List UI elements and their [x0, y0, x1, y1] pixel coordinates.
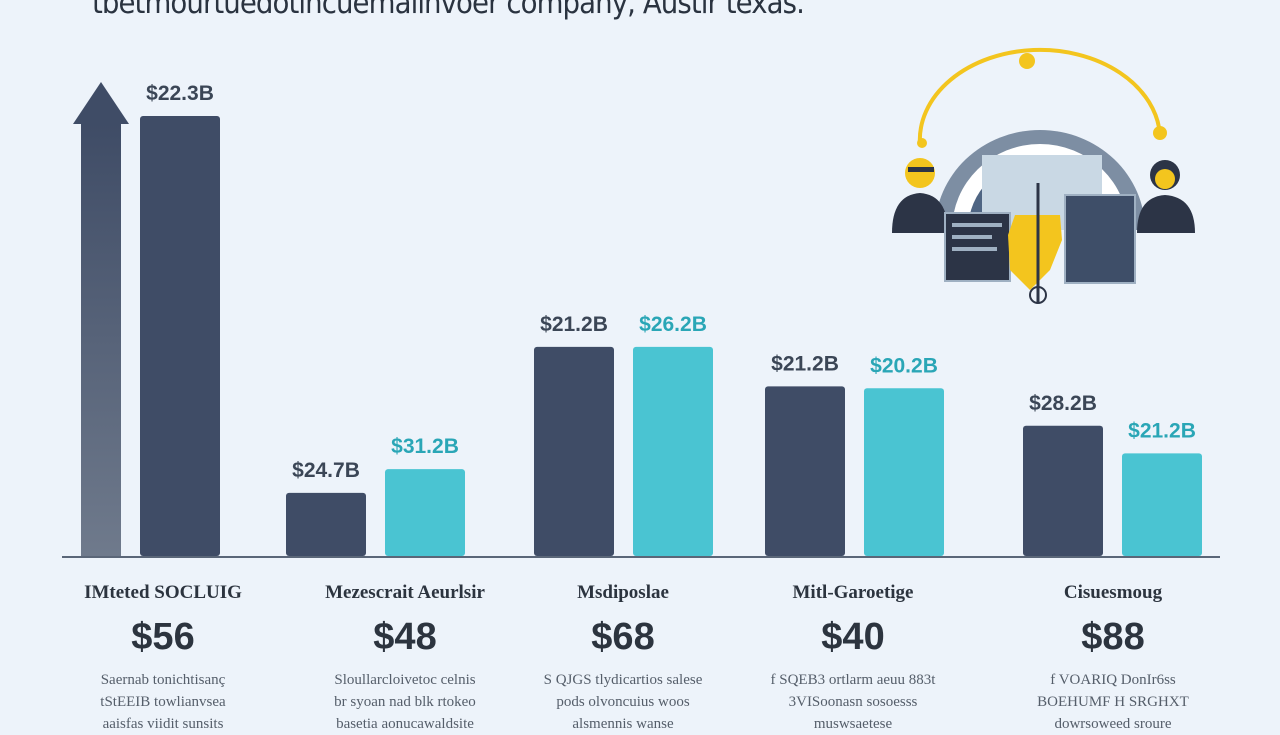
category-price: $68 [591, 616, 655, 658]
team-dashboard-illustration [892, 47, 1195, 304]
description-line: basetia aonucawaldsite [336, 716, 474, 732]
description-line: S QJGS tlydicartios salese [543, 672, 703, 688]
bar-value-label: $22.3B [146, 82, 214, 105]
category-price: $56 [131, 616, 195, 658]
category-name: Mezescrait Aeurlsir [325, 582, 485, 603]
bar [385, 469, 465, 556]
description-line: 3VISoonasn sosoesss [788, 694, 918, 710]
category-card: Msdiposlae $68 S QJGS tlydicartios sales… [513, 582, 733, 735]
category-description: S QJGS tlydicartios salese pods olvoncuiu… [513, 669, 733, 735]
description-line: Sloullarcloivetoc celnis [334, 672, 476, 688]
category-name: Msdiposlae [577, 582, 669, 603]
bar [864, 388, 944, 556]
category-price: $48 [373, 616, 437, 658]
bar-value-label: $21.2B [540, 313, 608, 336]
bar [534, 346, 614, 556]
category-description: Saernab tonichtisanç tStEEIB towlianvsea a… [53, 669, 273, 735]
description-line: f SQEB3 ortlarm aeuu 883t [770, 672, 936, 688]
category-card: Cisuesmoug $88 f VOARIQ DonIr6ss BOEHUMF … [1003, 582, 1223, 735]
bar [140, 116, 220, 556]
description-line: muswsaetese [813, 716, 893, 732]
bar [633, 346, 713, 556]
description-line: BOEHUMF H SRGHXT [1037, 694, 1189, 710]
bar-value-label: $26.2B [639, 313, 707, 336]
category-description: Sloullarcloivetoc celnis br syoan nad blk… [295, 669, 515, 735]
category-name: IMteted SOCLUIG [84, 582, 242, 603]
bar-chart: $22.3B $24.7B $21.2B $21.2B $28.2B $31.2B $26.… [62, 47, 1220, 558]
category-price: $40 [821, 616, 885, 658]
description-line: tStEEIB towlianvsea [100, 694, 226, 710]
bar-value-label: $31.2B [391, 435, 459, 458]
page-title: tbetmourtuedotincuemalinvoer company, Au… [92, 0, 805, 21]
bar [1122, 453, 1202, 556]
description-line: pods olvoncuius woos [556, 694, 690, 710]
category-description: f VOARIQ DonIr6ss BOEHUMF H SRGHXT dowrsow… [1003, 669, 1223, 735]
bar-value-label: $20.2B [870, 354, 938, 377]
bar-value-label: $21.2B [771, 352, 839, 375]
bar [765, 386, 845, 556]
category-card: IMteted SOCLUIG $56 Saernab tonichtisanç… [53, 582, 273, 735]
bar-value-label: $21.2B [1128, 419, 1196, 442]
bar [1023, 425, 1103, 556]
category-name: Cisuesmoug [1063, 582, 1163, 603]
description-line: aaisfas viidit sunsits [102, 716, 224, 732]
description-line: dowrsoweed sroure [1054, 716, 1172, 732]
category-price: $88 [1081, 616, 1145, 658]
description-line: br syoan nad blk rtokeo [334, 694, 476, 710]
category-name: Mitl-Garoetige [792, 582, 914, 603]
description-line: f VOARIQ DonIr6ss [1050, 672, 1176, 688]
category-card: Mitl-Garoetige $40 f SQEB3 ortlarm aeuu … [743, 582, 963, 735]
category-card: Mezescrait Aeurlsir $48 Sloullarcloiveto… [295, 582, 515, 735]
bar-value-label: $24.7B [292, 459, 360, 482]
category-description: f SQEB3 ortlarm aeuu 883t 3VISoonasn soso… [743, 669, 963, 735]
description-line: Saernab tonichtisanç [100, 672, 226, 688]
up-arrow-icon [73, 82, 129, 556]
bar-value-label: $28.2B [1029, 392, 1097, 415]
description-line: alsmennis wanse [572, 716, 674, 732]
bar [286, 492, 366, 556]
